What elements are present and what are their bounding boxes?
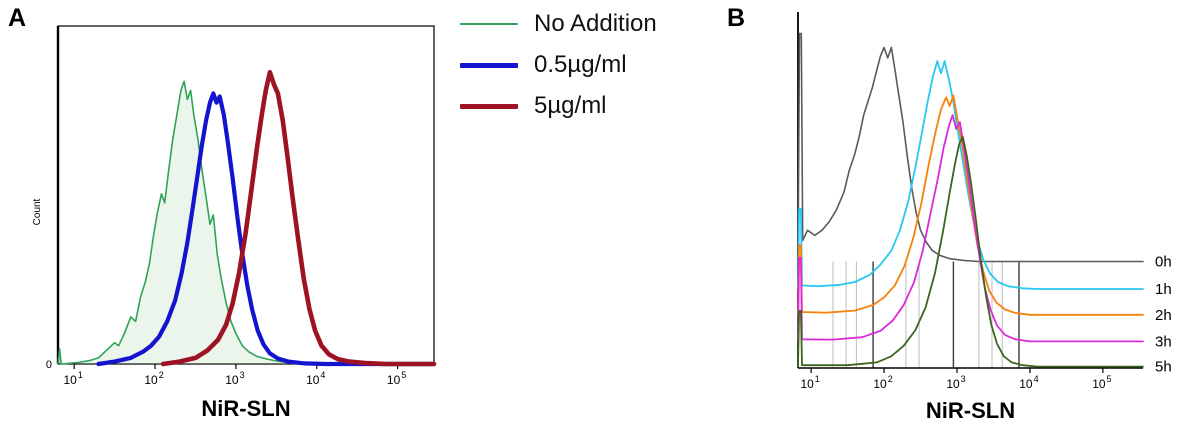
x-tick-label: 101 xyxy=(63,370,82,387)
legend: No Addition 0.5µg/ml 5µg/ml xyxy=(460,10,657,120)
legend-item: 0.5µg/ml xyxy=(460,51,657,79)
x-tick-label: 105 xyxy=(1092,374,1111,391)
histogram-curve-5h xyxy=(797,136,1144,368)
series-label-2h: 2h xyxy=(1155,307,1172,324)
y-axis-label: Count xyxy=(32,198,43,225)
flow-histogram-panel-a: 101 102 103 104 105 NiR-SLN Count 0 xyxy=(32,25,437,421)
histogram-curve-5µg/ml xyxy=(160,69,437,367)
histogram-curve-0.5µg/ml xyxy=(96,91,437,367)
x-axis-label: NiR-SLN xyxy=(926,398,1015,423)
x-tick-label: 101 xyxy=(800,374,819,391)
histogram-fill-No Addition xyxy=(58,81,434,365)
series-label-0h: 0h xyxy=(1155,254,1172,271)
histogram-curve-1h xyxy=(797,60,1144,290)
legend-item-label: No Addition xyxy=(534,10,657,37)
histogram-curve-0h xyxy=(797,32,1144,263)
legend-item: No Addition xyxy=(460,10,657,38)
x-tick-label: 103 xyxy=(225,370,244,387)
x-axis-label: NiR-SLN xyxy=(201,396,290,421)
legend-item-label: 0.5µg/ml xyxy=(534,51,627,78)
histogram-curve-2h xyxy=(797,94,1144,316)
x-tick-label: 104 xyxy=(1019,374,1038,391)
x-tick-label: 104 xyxy=(306,370,325,387)
x-tick-label: 105 xyxy=(387,370,406,387)
legend-line-swatch-blue xyxy=(460,62,518,68)
x-tick-label: 102 xyxy=(144,370,163,387)
y-zero-label: 0 xyxy=(46,359,52,371)
legend-line-swatch-green xyxy=(460,23,518,25)
flow-histogram-panel-b: 101 102 103 104 105 0h 1h 2h 3h 5h NiR-SLN xyxy=(797,12,1172,423)
panel-label-a: A xyxy=(8,4,27,32)
histogram-curve-No Addition xyxy=(57,80,435,365)
panel-label-b: B xyxy=(727,4,746,32)
x-tick-label: 102 xyxy=(873,374,892,391)
legend-item-label: 5µg/ml xyxy=(534,92,607,119)
legend-line-swatch-darkred xyxy=(460,103,518,109)
x-tick-label: 103 xyxy=(946,374,965,391)
histogram-curve-3h xyxy=(797,114,1144,343)
plot-box xyxy=(57,25,435,365)
series-label-5h: 5h xyxy=(1155,359,1172,376)
series-label-1h: 1h xyxy=(1155,281,1172,298)
legend-item: 5µg/ml xyxy=(460,92,657,120)
series-label-3h: 3h xyxy=(1155,333,1172,350)
